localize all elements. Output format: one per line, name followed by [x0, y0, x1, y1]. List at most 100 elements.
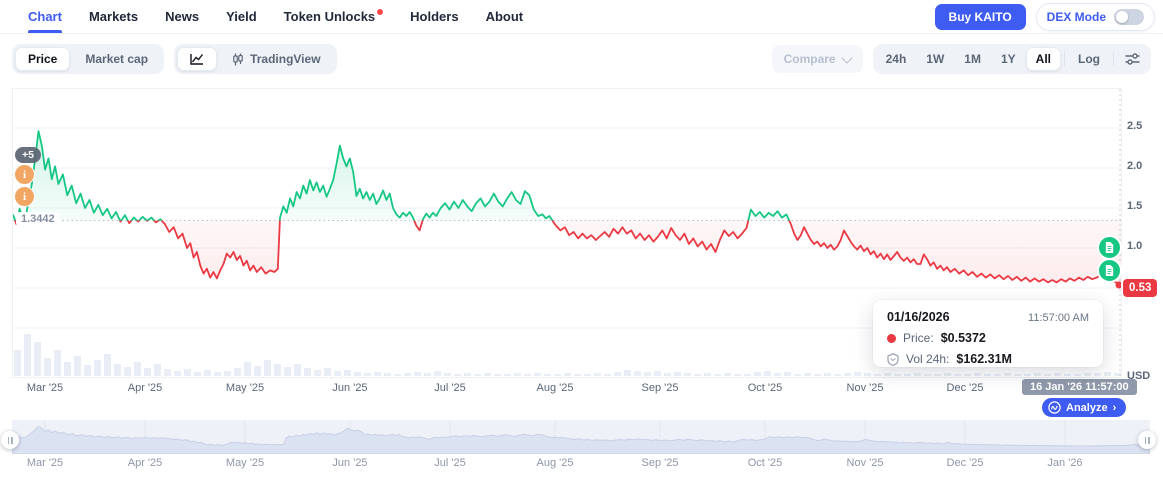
chart-type-switch: TradingView [174, 44, 337, 74]
tab-holders-label: Holders [410, 9, 459, 24]
divider [1064, 52, 1065, 66]
tab-news-label: News [165, 9, 200, 24]
navigator-tick-label: Apr '25 [127, 457, 163, 469]
tab-about[interactable]: About [486, 0, 524, 33]
metric-price-button[interactable]: Price [15, 47, 71, 71]
x-axis: Mar '25 Apr '25 May '25 Jun '25 Jul '25 Aug '… [12, 382, 1122, 396]
document-icon [1105, 242, 1114, 253]
y-axis-tick-label: 2.5 [1127, 120, 1143, 132]
navigator-tick-label: Jun '25 [332, 457, 368, 469]
dex-mode-toggle[interactable] [1114, 8, 1144, 25]
volume-shield-icon [887, 352, 899, 366]
info-marker-icon[interactable]: i [14, 186, 35, 207]
tooltip-price-label: Price: [903, 331, 934, 345]
tab-yield-label: Yield [226, 9, 257, 24]
x-axis-tick-label: Jul '25 [434, 382, 466, 394]
crosshair-time-tag: 16 Jan '26 11:57:00 [1022, 379, 1137, 395]
baseline-price-label: 1.3442 [16, 212, 60, 226]
y-axis-tick-label: 1.0 [1127, 240, 1143, 252]
navigator-tick-label: Aug '25 [536, 457, 574, 469]
x-axis-tick-label: May '25 [225, 382, 265, 394]
chart-tooltip: 01/16/2026 11:57:00 AM Price: $0.5372 Vo… [873, 300, 1103, 367]
x-axis-tick-label: Jun '25 [332, 382, 368, 394]
analyze-button[interactable]: Analyze › [1042, 398, 1127, 417]
compare-button[interactable]: Compare [771, 45, 863, 73]
current-price-badge: 0.53 [1123, 279, 1158, 297]
header-actions: Buy KAITO DEX Mode [934, 0, 1163, 33]
y-axis-tick-label: 2.0 [1127, 160, 1143, 172]
navigator-tick-label: Dec '25 [946, 457, 984, 469]
navigator-tick-label: Nov '25 [846, 457, 884, 469]
compare-label: Compare [783, 52, 836, 66]
navigator-area-chart[interactable] [11, 420, 1151, 455]
candlestick-icon [233, 53, 243, 65]
navigator-tick-label: Sep '25 [641, 457, 679, 469]
range-all-button[interactable]: All [1025, 47, 1061, 71]
x-axis-tick-label: Nov '25 [846, 382, 884, 394]
navigator-tick-label: May '25 [225, 457, 265, 469]
analyze-ai-icon [1048, 401, 1061, 414]
metric-marketcap-button[interactable]: Market cap [85, 52, 149, 66]
divider [1113, 52, 1114, 66]
x-axis-tick-label: Apr '25 [127, 382, 163, 394]
tooltip-volume-label: Vol 24h: [906, 352, 950, 366]
navigator-tick-label: Mar '25 [26, 457, 64, 469]
tooltip-date: 01/16/2026 [887, 310, 950, 324]
range-navigator[interactable] [11, 420, 1151, 455]
tab-nav: Chart Markets News Yield Token Unlocks H… [0, 0, 523, 33]
tab-markets[interactable]: Markets [89, 0, 138, 33]
news-event-badge[interactable] [1097, 258, 1122, 283]
tooltip-volume-value: $162.31M [956, 352, 1012, 366]
tooltip-price-value: $0.5372 [940, 331, 986, 345]
chart-settings-button[interactable] [1117, 48, 1148, 70]
tradingview-label: TradingView [250, 52, 321, 66]
news-event-badge[interactable] [1097, 235, 1122, 260]
price-series-dot [887, 333, 896, 343]
chevron-down-icon [840, 51, 853, 64]
range-1y-button[interactable]: 1Y [1000, 52, 1016, 66]
notification-dot [377, 9, 384, 15]
line-chart-type-button[interactable] [177, 47, 218, 71]
chart-toolbar: Price Market cap TradingView Compare 24h… [12, 44, 1151, 74]
tab-chart-label: Chart [28, 9, 62, 24]
x-axis-tick-label: Aug '25 [536, 382, 574, 394]
toggle-knob [1116, 10, 1128, 23]
y-axis-tick-label: 1.5 [1127, 200, 1143, 212]
range-1w-button[interactable]: 1W [926, 52, 945, 66]
navigator-right-handle[interactable] [1138, 431, 1156, 449]
x-axis-tick-label: Mar '25 [26, 382, 64, 394]
tab-yield[interactable]: Yield [226, 0, 257, 33]
x-axis-tick-label: Oct '25 [747, 382, 783, 394]
events-count-badge[interactable]: +5 [15, 147, 41, 163]
navigator-tick-label: Jul '25 [434, 457, 466, 469]
tab-token-unlocks-label: Token Unlocks [283, 9, 376, 24]
chevron-right-icon: › [1112, 401, 1117, 414]
document-icon [1105, 265, 1114, 276]
info-marker-icon[interactable]: i [14, 164, 35, 185]
price-line-chart[interactable] [13, 89, 1121, 377]
page-header: Chart Markets News Yield Token Unlocks H… [0, 0, 1163, 34]
dex-mode-control[interactable]: DEX Mode [1035, 2, 1155, 31]
navigator-left-handle[interactable] [1, 431, 19, 449]
range-24h-button[interactable]: 24h [885, 52, 907, 66]
buy-kaito-button[interactable]: Buy KAITO [934, 3, 1026, 30]
line-chart-icon [190, 54, 204, 65]
analyze-label: Analyze [1066, 401, 1108, 414]
price-chart-canvas[interactable]: 1.3442 +5 i i [12, 88, 1122, 378]
range-1m-button[interactable]: 1M [964, 52, 981, 66]
tradingview-chart-type-button[interactable]: TradingView [219, 47, 333, 71]
tab-news[interactable]: News [165, 0, 199, 33]
tab-chart[interactable]: Chart [28, 0, 62, 33]
x-axis-tick-label: Dec '25 [946, 382, 984, 394]
log-scale-button[interactable]: Log [1078, 52, 1100, 66]
navigator-tick-label: Jan '26 [1047, 457, 1083, 469]
navigator-axis: Mar '25 Apr '25 May '25 Jun '25 Jul '25 Aug '… [12, 457, 1150, 471]
range-selector: 24h 1W 1M 1Y All Log [872, 44, 1151, 74]
tab-holders[interactable]: Holders [410, 0, 458, 33]
tab-token-unlocks[interactable]: Token Unlocks [284, 0, 384, 33]
navigator-tick-label: Oct '25 [747, 457, 783, 469]
tab-about-label: About [485, 9, 524, 24]
toolbar-right: Compare 24h 1W 1M 1Y All Log [771, 44, 1151, 74]
tab-markets-label: Markets [88, 9, 139, 24]
